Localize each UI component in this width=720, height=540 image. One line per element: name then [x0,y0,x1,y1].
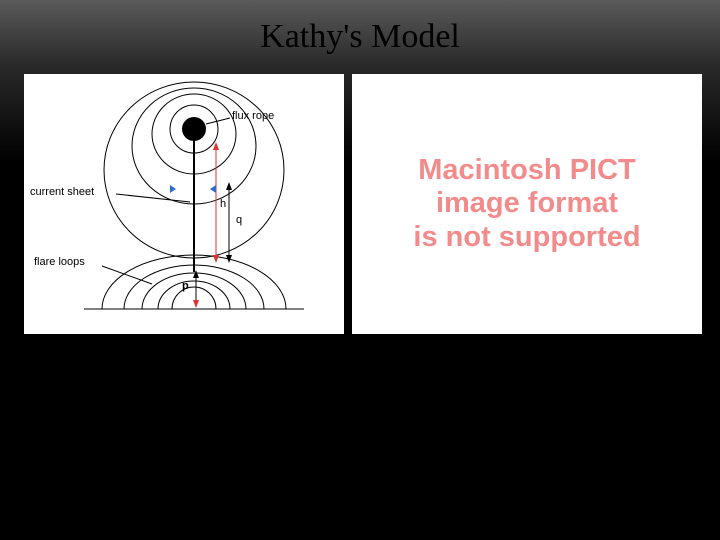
slide: Kathy's Model [0,0,720,540]
label-flare-loops: flare loops [34,256,85,268]
bullet-item: Input: Reconnection rate and magnetic fi… [38,383,720,409]
label-h: h [220,198,226,210]
flux-rope-diagram [24,74,344,334]
bullet-item: Output: energy released and geometry of … [38,433,720,459]
pict-line-1: Macintosh PICT [418,154,636,186]
figure-row: flux rope current sheet flare loops h q … [24,74,720,334]
page-title: Kathy's Model [0,0,720,56]
label-current-sheet: current sheet [30,186,94,198]
diagram-panel: flux rope current sheet flare loops h q … [24,74,344,334]
label-flux-rope: flux rope [232,110,274,122]
figure-caption: Based on Lin and Forbes Model [26,340,720,355]
pict-error-text: Macintosh PICT image format is not suppo… [403,154,650,254]
label-q: q [236,214,242,226]
pict-line-3: is not supported [413,221,640,253]
pict-error-panel: Macintosh PICT image format is not suppo… [352,74,702,334]
bullet-list: Input: Reconnection rate and magnetic fi… [38,383,720,459]
label-p: p [182,280,189,292]
pict-line-2: image format [436,187,618,219]
